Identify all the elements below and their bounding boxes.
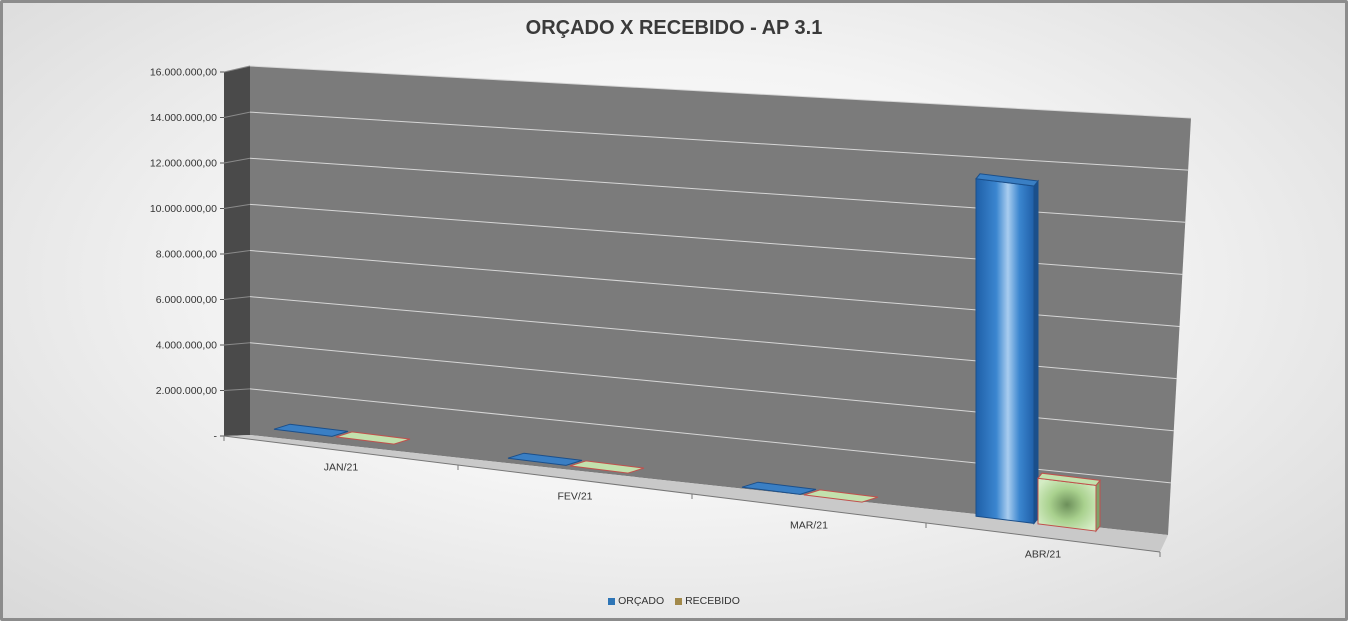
x-tick-label: ABR/21 [1025,549,1061,561]
bar-orcado-abr-21-side [1033,179,1039,525]
y-tick-label: 14.000.000,00 [150,112,217,124]
bar-recebido-jan-21 [335,431,411,445]
x-tick-label: JAN/21 [324,462,359,474]
legend-item-orcado: ORÇADO [608,595,664,607]
floor [224,435,1168,552]
y-tick-label: 6.000.000,00 [156,294,217,306]
legend-label-recebido: RECEBIDO [685,595,740,607]
y-tick-label: 8.000.000,00 [156,249,217,261]
chart-title: ORÇADO X RECEBIDO - AP 3.1 [525,17,823,39]
y-tick-label: - [214,431,218,443]
legend-item-recebido: RECEBIDO [675,595,740,607]
legend-label-orcado: ORÇADO [618,595,665,607]
y-tick-label: 4.000.000,00 [156,340,217,352]
gridline-side [223,250,251,255]
x-tick-label: FEV/21 [557,491,592,503]
gridline [249,111,1189,171]
chart-plot: - 2.000.000,00 4.000.000,00 6.000.000,00 8.0… [150,65,1192,561]
bar-orcado-abr-21 [975,178,1035,524]
bar-recebido-fev-21 [569,460,645,474]
gridline-side [223,388,251,391]
bar-recebido-abr-21-side [1095,478,1101,533]
y-tick-label: 12.000.000,00 [150,158,217,170]
legend-swatch-recebido [675,597,683,605]
chart-legend: ORÇADO RECEBIDO [3,595,1345,608]
gridline-side [223,296,251,300]
bar-orcado-fev-21 [507,452,583,466]
gridline-side [223,203,251,209]
legend-swatch-orcado [608,597,616,605]
y-tick-label: 2.000.000,00 [156,385,217,397]
bar-recebido-abr-21-top [1037,472,1101,486]
gridline-side [223,111,251,118]
back-wall [250,66,1191,535]
gridline [249,65,1192,119]
gridline-side [223,157,251,164]
y-tick-label: 16.000.000,00 [150,67,217,79]
bar-recebido-mar-21 [803,489,879,503]
x-tick-label: MAR/21 [790,520,828,532]
gridline-side [223,342,251,346]
bar-recebido-abr-21 [1037,477,1097,532]
bar-orcado-jan-21 [273,423,349,437]
bar-orcado-mar-21 [741,481,817,495]
gridline-side [223,65,251,73]
bar-orcado-abr-21-top [975,173,1039,187]
y-tick-label: 10.000.000,00 [150,203,217,215]
